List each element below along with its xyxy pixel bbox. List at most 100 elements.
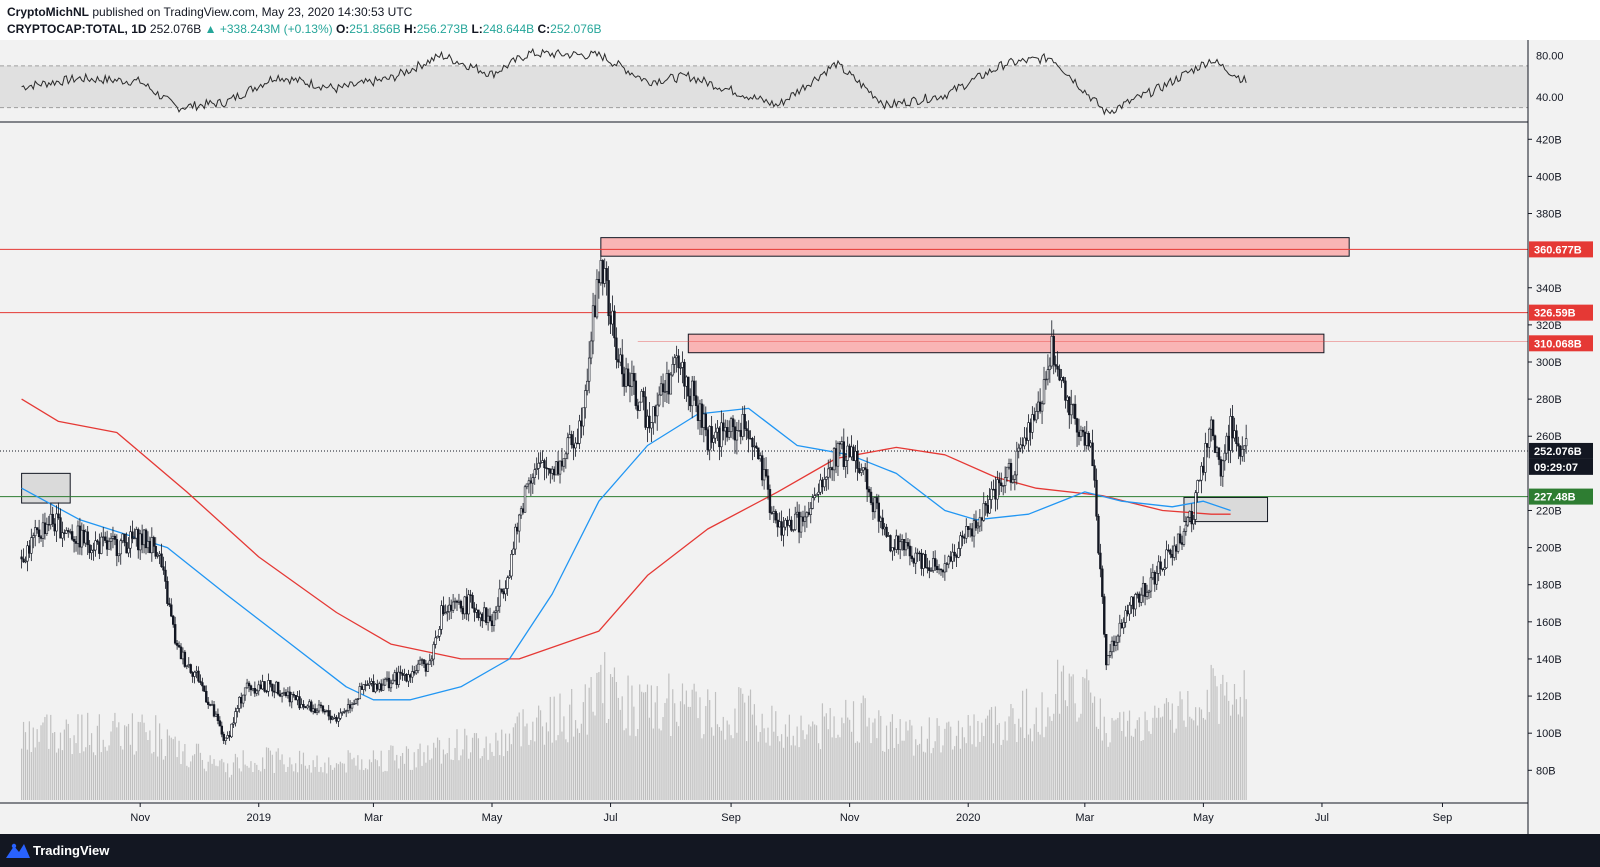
candle-body: [811, 497, 814, 509]
volume-bar: [238, 768, 240, 800]
candle-body: [704, 413, 708, 431]
candle-body: [1231, 416, 1234, 439]
candle-body: [580, 420, 583, 427]
volume-bar: [304, 765, 306, 800]
drawing-zones[interactable]: [21, 237, 1350, 523]
candle-body: [416, 663, 420, 671]
candle-body: [195, 670, 198, 673]
candle-body: [337, 717, 340, 722]
volume-bar: [279, 759, 281, 800]
candle-body: [138, 533, 142, 551]
footer-bar: TradingView: [0, 834, 1600, 867]
time-tick-label: Sep: [721, 812, 741, 824]
support-box-1[interactable]: [21, 472, 71, 504]
candle-body: [193, 671, 196, 677]
candle-body: [996, 479, 999, 500]
candle-body: [57, 513, 60, 518]
candle-body: [1128, 604, 1131, 615]
volume-bar: [600, 664, 602, 800]
candle-body: [438, 629, 441, 637]
close-value: 252.076B: [550, 22, 602, 36]
volume-bar: [1057, 659, 1059, 800]
volume-bar: [767, 727, 769, 800]
candle-body: [484, 607, 488, 623]
resistance-zone-1[interactable]: [600, 237, 1350, 257]
volume-bar: [468, 758, 470, 800]
candle-body: [179, 646, 183, 660]
candle-body: [628, 385, 632, 387]
volume-bar: [608, 718, 610, 800]
candle-body: [957, 548, 960, 558]
volume-bar: [1128, 710, 1131, 800]
price-axis[interactable]: 420B 400B 380B 340B 320B 300B 280B 260B 220B 200B…: [1528, 50, 1564, 777]
candle-body: [932, 558, 935, 571]
tradingview-logo-icon[interactable]: [6, 842, 30, 858]
candle-body: [403, 674, 406, 676]
volume-bar: [654, 702, 656, 800]
volume-bar: [771, 705, 773, 800]
volume-bar: [184, 743, 186, 800]
candle-body: [710, 426, 713, 443]
price-tick-label: 80B: [1536, 765, 1556, 777]
volume-bar: [30, 752, 32, 800]
candle-body: [556, 461, 560, 475]
candle-body: [807, 512, 811, 515]
candle-body: [560, 460, 564, 467]
candle-body: [440, 605, 443, 630]
candle-body: [690, 380, 694, 407]
resistance-zone-2[interactable]: [687, 333, 1325, 354]
volume-bar: [1039, 734, 1041, 800]
candle-body: [823, 479, 826, 488]
volume-bar: [1150, 733, 1152, 800]
brand-name[interactable]: TradingView: [33, 843, 110, 858]
candle-body: [257, 684, 260, 692]
time-tick-label: 2019: [246, 812, 270, 824]
candle-body: [749, 438, 752, 440]
volume-bar: [283, 764, 285, 800]
price-change: ▲ +338.243M (+0.13%): [204, 22, 333, 36]
volume-bar: [934, 741, 936, 800]
volume-bar: [376, 760, 378, 800]
candle-body: [1180, 542, 1184, 545]
volume-bar: [637, 728, 639, 800]
time-axis[interactable]: Nov 2019 Mar May Jul Sep Nov 2020 Mar May Jul Sep: [130, 803, 1452, 824]
volume-bar: [479, 758, 481, 800]
candle-body: [88, 544, 91, 554]
candle-body: [411, 671, 414, 678]
candle-body: [607, 280, 610, 317]
volume-bar: [85, 747, 87, 800]
volume-bar: [65, 719, 67, 800]
price-chart[interactable]: 420B 400B 380B 340B 320B 300B 280B 260B 220B 200B…: [0, 0, 1600, 834]
candle-body: [729, 418, 733, 433]
candle-body: [278, 693, 282, 697]
candle-body: [638, 401, 641, 411]
candle-body: [675, 355, 678, 359]
volume-bar: [135, 751, 137, 800]
volume-bar: [1161, 716, 1164, 800]
candle-body: [1023, 437, 1026, 447]
author-name[interactable]: CryptoMichNL: [7, 5, 89, 19]
horizontal-lines[interactable]: [0, 248, 1528, 498]
volume-bar: [186, 765, 188, 800]
volume-bar: [349, 752, 351, 800]
candle-body: [640, 391, 643, 403]
candle-body: [395, 672, 398, 685]
candle-body: [1120, 622, 1123, 629]
candle-body: [119, 540, 122, 555]
symbol-name[interactable]: CRYPTOCAP:TOTAL, 1D: [7, 22, 147, 36]
volume-bar: [71, 754, 73, 800]
candle-body: [269, 680, 272, 685]
volume-bar: [1198, 707, 1201, 800]
candle-body: [47, 524, 51, 526]
volume-bar: [487, 759, 489, 800]
volume-bar: [1111, 717, 1113, 800]
volume-bar: [639, 684, 641, 800]
candle-body: [984, 503, 987, 506]
price-tick-label: 380B: [1536, 209, 1562, 221]
rsi-panel[interactable]: [0, 47, 1528, 116]
volume-bar: [759, 732, 761, 800]
candle-body: [961, 535, 964, 538]
volume-bar: [90, 733, 93, 800]
volume-bar: [627, 675, 629, 800]
volume-bar: [775, 711, 777, 800]
